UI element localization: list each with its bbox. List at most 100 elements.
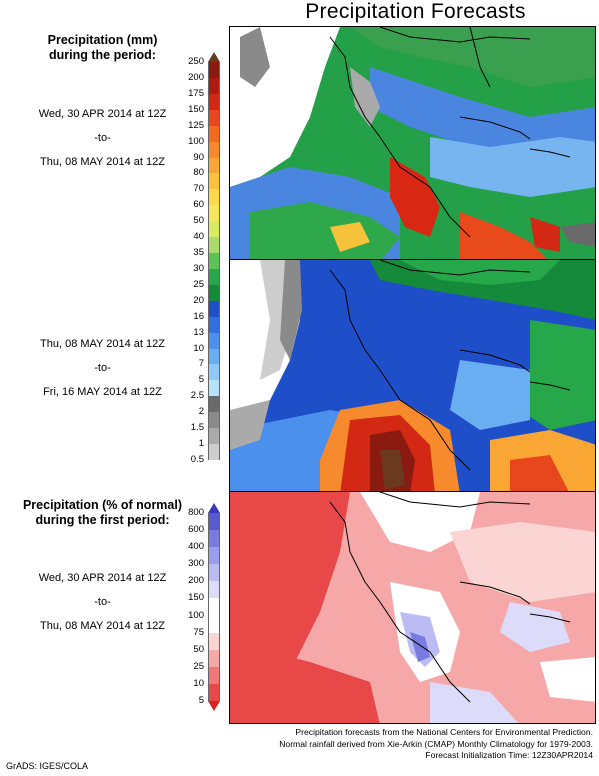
precip-color-cell [208,396,220,413]
precip-tick-label: 60 [193,199,204,211]
precip-color-cell [208,444,220,460]
precip-colorbar [208,52,220,470]
precip-tick-label: 7 [198,358,204,370]
map-percent-normal [230,492,595,723]
precip-color-cell [208,268,220,285]
pct-tick-label: 5 [198,695,204,706]
pct-color-cell [208,683,220,701]
precip-header: Precipitation (mm) during the period: [0,33,205,63]
map-panel-period-2 [229,259,596,493]
precip-tick-label: 250 [188,56,204,67]
pct-color-cell [208,564,220,582]
period-2-label: Thu, 08 MAY 2014 at 12Z -to- Fri, 16 MAY… [0,332,205,404]
precip-color-cell [208,141,220,158]
pct-tick-label: 200 [188,575,204,587]
pct-color-cell [208,598,220,616]
pct-tick-label: 800 [188,507,204,518]
precip-color-cell [208,364,220,381]
period-2-start: Thu, 08 MAY 2014 at 12Z [40,338,165,350]
precip-color-cell [208,62,220,78]
precip-color-cell [208,109,220,126]
pct-tick-label: 600 [188,524,204,536]
precip-tick-label: 25 [193,278,204,290]
pct-tick-label: 50 [193,643,204,655]
precip-tick-label: 125 [188,119,204,131]
precip-color-cell [208,348,220,365]
pct-color-cell [208,513,220,531]
precip-tick-label: 100 [188,135,204,147]
pct-header-line1: Precipitation (% of normal) [22,498,183,512]
precip-color-cell [208,316,220,333]
precip-color-cell [208,173,220,190]
precip-color-cell [208,332,220,349]
precip-header-line2: during the period: [49,48,156,62]
pct-tick-label: 400 [188,541,204,553]
precip-tick-label: 1 [198,438,204,450]
pct-color-cell [208,581,220,599]
map-period-1 [230,27,595,260]
pct-color-cell [208,649,220,667]
precip-color-cell [208,253,220,269]
precip-color-cell [208,237,220,254]
grads-credit: GrADS: IGES/COLA [6,761,89,771]
precip-tick-label: 0.5 [190,454,204,465]
precip-color-cell [208,300,220,317]
precip-tick-label: 175 [188,87,204,99]
precip-tick-label: 5 [198,374,204,386]
precip-color-cell [208,157,220,174]
precip-tick-label: 40 [193,231,204,243]
precip-tick-label: 2 [198,406,204,418]
footer-line-2: Normal rainfall derived from Xie-Arkin (… [279,738,593,749]
pct-color-cell [208,632,220,650]
map-period-2 [230,260,595,492]
map-panel-percent-normal [229,491,596,724]
precip-color-cell [208,380,220,397]
precip-tick-label: 20 [193,294,204,306]
pct-color-cell [208,615,220,633]
pct-tick-label: 300 [188,558,204,570]
period-3-start: Wed, 30 APR 2014 at 12Z [38,572,167,584]
precip-tick-label: 70 [193,183,204,195]
precip-tick-label: 35 [193,247,204,259]
precip-tick-label: 1.5 [190,422,204,434]
precip-header-line1: Precipitation (mm) [47,33,158,47]
footer-notes: Precipitation forecasts from the Nationa… [233,727,593,762]
footer-line-1: Precipitation forecasts from the Nationa… [295,727,593,737]
pct-tick-label: 75 [193,626,204,638]
pct-tick-label: 25 [193,660,204,672]
precip-tick-label: 13 [193,326,204,338]
page-title: Precipitation Forecasts [305,0,526,23]
precip-color-cell [208,93,220,110]
precip-color-cell [208,205,220,222]
precip-tick-label: 10 [193,342,204,354]
precip-tick-label: 150 [188,103,204,115]
pct-header-line2: during the first period: [35,513,170,527]
precip-tick-label: 90 [193,151,204,163]
pct-tick-label: 100 [188,609,204,621]
precip-color-cell [208,221,220,238]
period-1-start: Wed, 30 APR 2014 at 12Z [38,108,167,120]
pct-color-cell [208,503,220,513]
pct-header: Precipitation (% of normal) during the f… [0,498,205,528]
precip-color-cell [208,125,220,142]
precip-color-cell [208,284,220,301]
period-1-sep: -to- [94,132,111,144]
period-3-end: Thu, 08 MAY 2014 at 12Z [40,620,165,632]
pct-color-cell [208,530,220,548]
precip-color-cell [208,77,220,94]
map-panel-period-1 [229,26,596,261]
precip-color-cell [208,460,220,470]
footer-line-3: Forecast Initialization Time: 12Z30APR20… [425,750,593,760]
period-2-end: Fri, 16 MAY 2014 at 12Z [43,386,162,398]
pct-color-cell [208,701,220,711]
precip-tick-label: 16 [193,310,204,322]
precip-color-cell [208,52,220,62]
precip-tick-label: 50 [193,215,204,227]
precip-color-cell [208,189,220,206]
pct-color-cell [208,547,220,565]
period-3-sep: -to- [94,596,111,608]
pct-tick-label: 10 [193,677,204,689]
pct-color-cell [208,666,220,684]
period-1-end: Thu, 08 MAY 2014 at 12Z [40,156,165,168]
period-1-label: Wed, 30 APR 2014 at 12Z -to- Thu, 08 MAY… [0,102,205,174]
